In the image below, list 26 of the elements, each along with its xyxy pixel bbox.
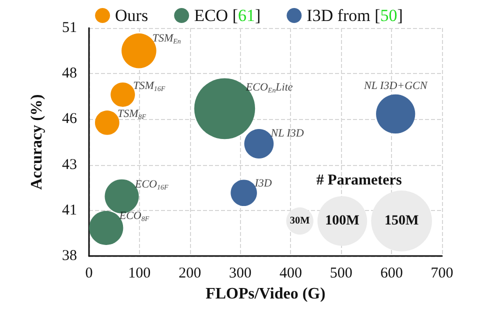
x-axis-title: FLOPs/Video (G) xyxy=(206,285,326,302)
legend-label: Ours xyxy=(115,6,148,25)
x-tick-label: 500 xyxy=(330,266,352,282)
x-tick-label: 200 xyxy=(178,266,202,282)
x-tick-label: 100 xyxy=(128,266,151,282)
y-tick-label: 51 xyxy=(62,20,77,36)
y-tick-label: 46 xyxy=(62,111,78,128)
annotation: # Parameters xyxy=(316,172,402,189)
y-tick-label: 41 xyxy=(62,202,77,218)
x-tick-label: 600 xyxy=(380,266,403,282)
legend-label: I3D from [50] xyxy=(306,6,403,25)
annotation: I3D xyxy=(254,178,272,190)
x-tick-label: 700 xyxy=(430,266,454,282)
y-tick-label: 43 xyxy=(62,156,77,173)
legend-label: 30M xyxy=(290,216,310,226)
annotation: NL I3D+GCN xyxy=(363,80,428,92)
y-axis-title: Accuracy (%) xyxy=(28,94,46,190)
x-tick-label: 300 xyxy=(229,266,252,282)
y-tick-label: 38 xyxy=(62,248,77,264)
legend-label: 150M xyxy=(384,214,419,228)
y-tick-label: 48 xyxy=(62,66,77,82)
x-tick-label: 400 xyxy=(279,266,302,282)
x-tick-label: 0 xyxy=(85,266,93,282)
annotation: NL I3D xyxy=(270,127,304,140)
legend-label: ECO [61] xyxy=(194,6,261,25)
legend-label: 100M xyxy=(325,214,360,228)
